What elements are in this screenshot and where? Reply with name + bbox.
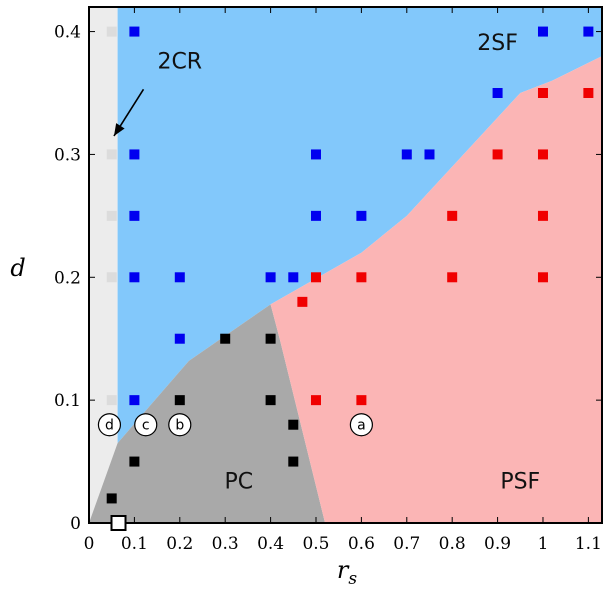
x-tick-label: 0.1	[121, 534, 148, 554]
marker-2cr	[106, 272, 117, 283]
x-axis-label: rs	[337, 556, 357, 589]
marker-psf	[537, 149, 548, 160]
marker-2sf	[583, 26, 594, 37]
marker-2sf	[129, 26, 140, 37]
case-label-c: c	[142, 418, 150, 434]
region-label-2cr: 2CR	[157, 49, 202, 74]
region-psf	[270, 56, 602, 523]
marker-2sf	[401, 149, 412, 160]
marker-pc	[129, 456, 140, 467]
case-label-b: b	[175, 418, 184, 434]
y-tick-label: 0.1	[54, 391, 81, 411]
plot-area: 2SF 2CR PC PSF a b c d	[89, 7, 602, 523]
open-marker	[110, 515, 127, 531]
marker-2sf	[129, 272, 140, 283]
y-tick-label: 0.4	[54, 23, 81, 43]
region-label-psf: PSF	[500, 470, 540, 495]
marker-pc	[288, 456, 299, 467]
x-tick-label: 0.3	[212, 534, 239, 554]
y-tick-label: 0	[70, 514, 81, 534]
y-axis-label: d	[10, 254, 25, 282]
case-label-d: d	[105, 418, 114, 434]
marker-psf	[356, 395, 367, 406]
axes: 0 0.1 0.2 0.3 0.4 0.5 0.6 0.7 0.8 0.9 1 1.1 0 0.1 0.2 0…	[54, 6, 603, 554]
marker-2sf	[129, 395, 140, 406]
case-circle-a	[349, 413, 373, 437]
marker-pc	[106, 493, 117, 504]
x-axis-label-subscript: s	[348, 569, 357, 589]
case-circle-c	[134, 413, 158, 437]
marker-2sf	[129, 149, 140, 160]
marker-psf	[537, 88, 548, 98]
marker-2sf	[537, 26, 548, 37]
x-tick-label: 0.5	[302, 534, 329, 554]
arrow-head	[113, 123, 125, 136]
case-label-a: a	[357, 418, 366, 434]
marker-psf	[447, 272, 458, 283]
region-label-2sf: 2SF	[477, 31, 518, 56]
marker-2sf	[356, 210, 367, 221]
marker-2sf	[288, 272, 299, 283]
marker-2sf	[492, 88, 503, 98]
marker-psf	[310, 395, 321, 406]
marker-pc	[288, 419, 299, 430]
marker-psf	[310, 272, 321, 283]
marker-2sf	[174, 272, 185, 283]
marker-psf	[492, 149, 503, 160]
x-tick-label: 0.4	[257, 534, 284, 554]
marker-2sf	[310, 149, 321, 160]
x-tick-label: 0.6	[348, 534, 375, 554]
marker-2sf	[310, 210, 321, 221]
x-tick-label: 1.1	[575, 534, 602, 554]
marker-pc	[220, 333, 231, 344]
marker-2sf	[174, 333, 185, 344]
marker-psf	[583, 88, 594, 98]
marker-2cr	[106, 395, 117, 406]
marker-2cr	[106, 26, 117, 37]
marker-2cr	[106, 210, 117, 221]
region-pc	[89, 304, 326, 523]
y-tick-label: 0.3	[54, 145, 81, 165]
x-tick-label: 0.9	[484, 534, 511, 554]
case-circle-d	[97, 413, 122, 437]
region-label-pc: PC	[224, 470, 253, 495]
plot-frame	[88, 6, 603, 524]
marker-2sf	[424, 149, 435, 160]
y-tick-label: 0.2	[54, 268, 81, 288]
x-tick-label: 0.8	[439, 534, 466, 554]
x-tick-label: 0	[84, 534, 95, 554]
x-tick-label: 0.2	[166, 534, 193, 554]
x-axis-label-base: r	[337, 556, 350, 584]
marker-psf	[356, 272, 367, 283]
plot-inner	[89, 7, 602, 523]
marker-pc	[265, 395, 276, 406]
marker-psf	[537, 272, 548, 283]
region-2cr	[89, 7, 118, 523]
marker-pc	[265, 333, 276, 344]
marker-2sf	[265, 272, 276, 283]
region-2sf	[117, 7, 602, 444]
marker-psf	[297, 296, 308, 307]
marker-psf	[537, 210, 548, 221]
marker-pc	[174, 395, 185, 406]
x-tick-label: 1	[538, 534, 549, 554]
x-tick-label: 0.7	[393, 534, 420, 554]
marker-psf	[447, 210, 458, 221]
marker-2sf	[129, 210, 140, 221]
marker-2cr	[106, 149, 117, 160]
case-circle-b	[168, 413, 192, 437]
